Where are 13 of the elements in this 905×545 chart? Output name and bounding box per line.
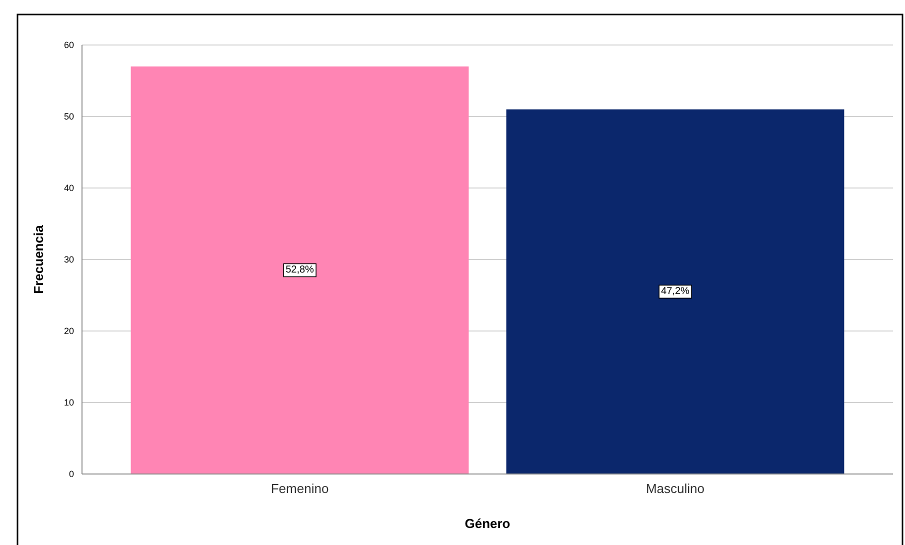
- y-tick-label: 60: [64, 40, 74, 50]
- annotation: 47,2%: [661, 286, 690, 298]
- x-tick-label: Masculino: [646, 481, 704, 496]
- x-axis-title: Género: [464, 516, 510, 531]
- y-axis-title: Frecuencia: [31, 224, 46, 294]
- y-tick-label: 20: [64, 326, 74, 336]
- y-tick-label: 0: [68, 468, 74, 479]
- y-tick-label: 50: [64, 111, 74, 122]
- y-tick-label: 10: [64, 397, 74, 408]
- y-tick-label: 30: [64, 254, 74, 264]
- annotation: 52,8%: [286, 264, 314, 276]
- y-tick-label: 40: [64, 182, 74, 193]
- x-tick-label: Femenino: [270, 481, 329, 496]
